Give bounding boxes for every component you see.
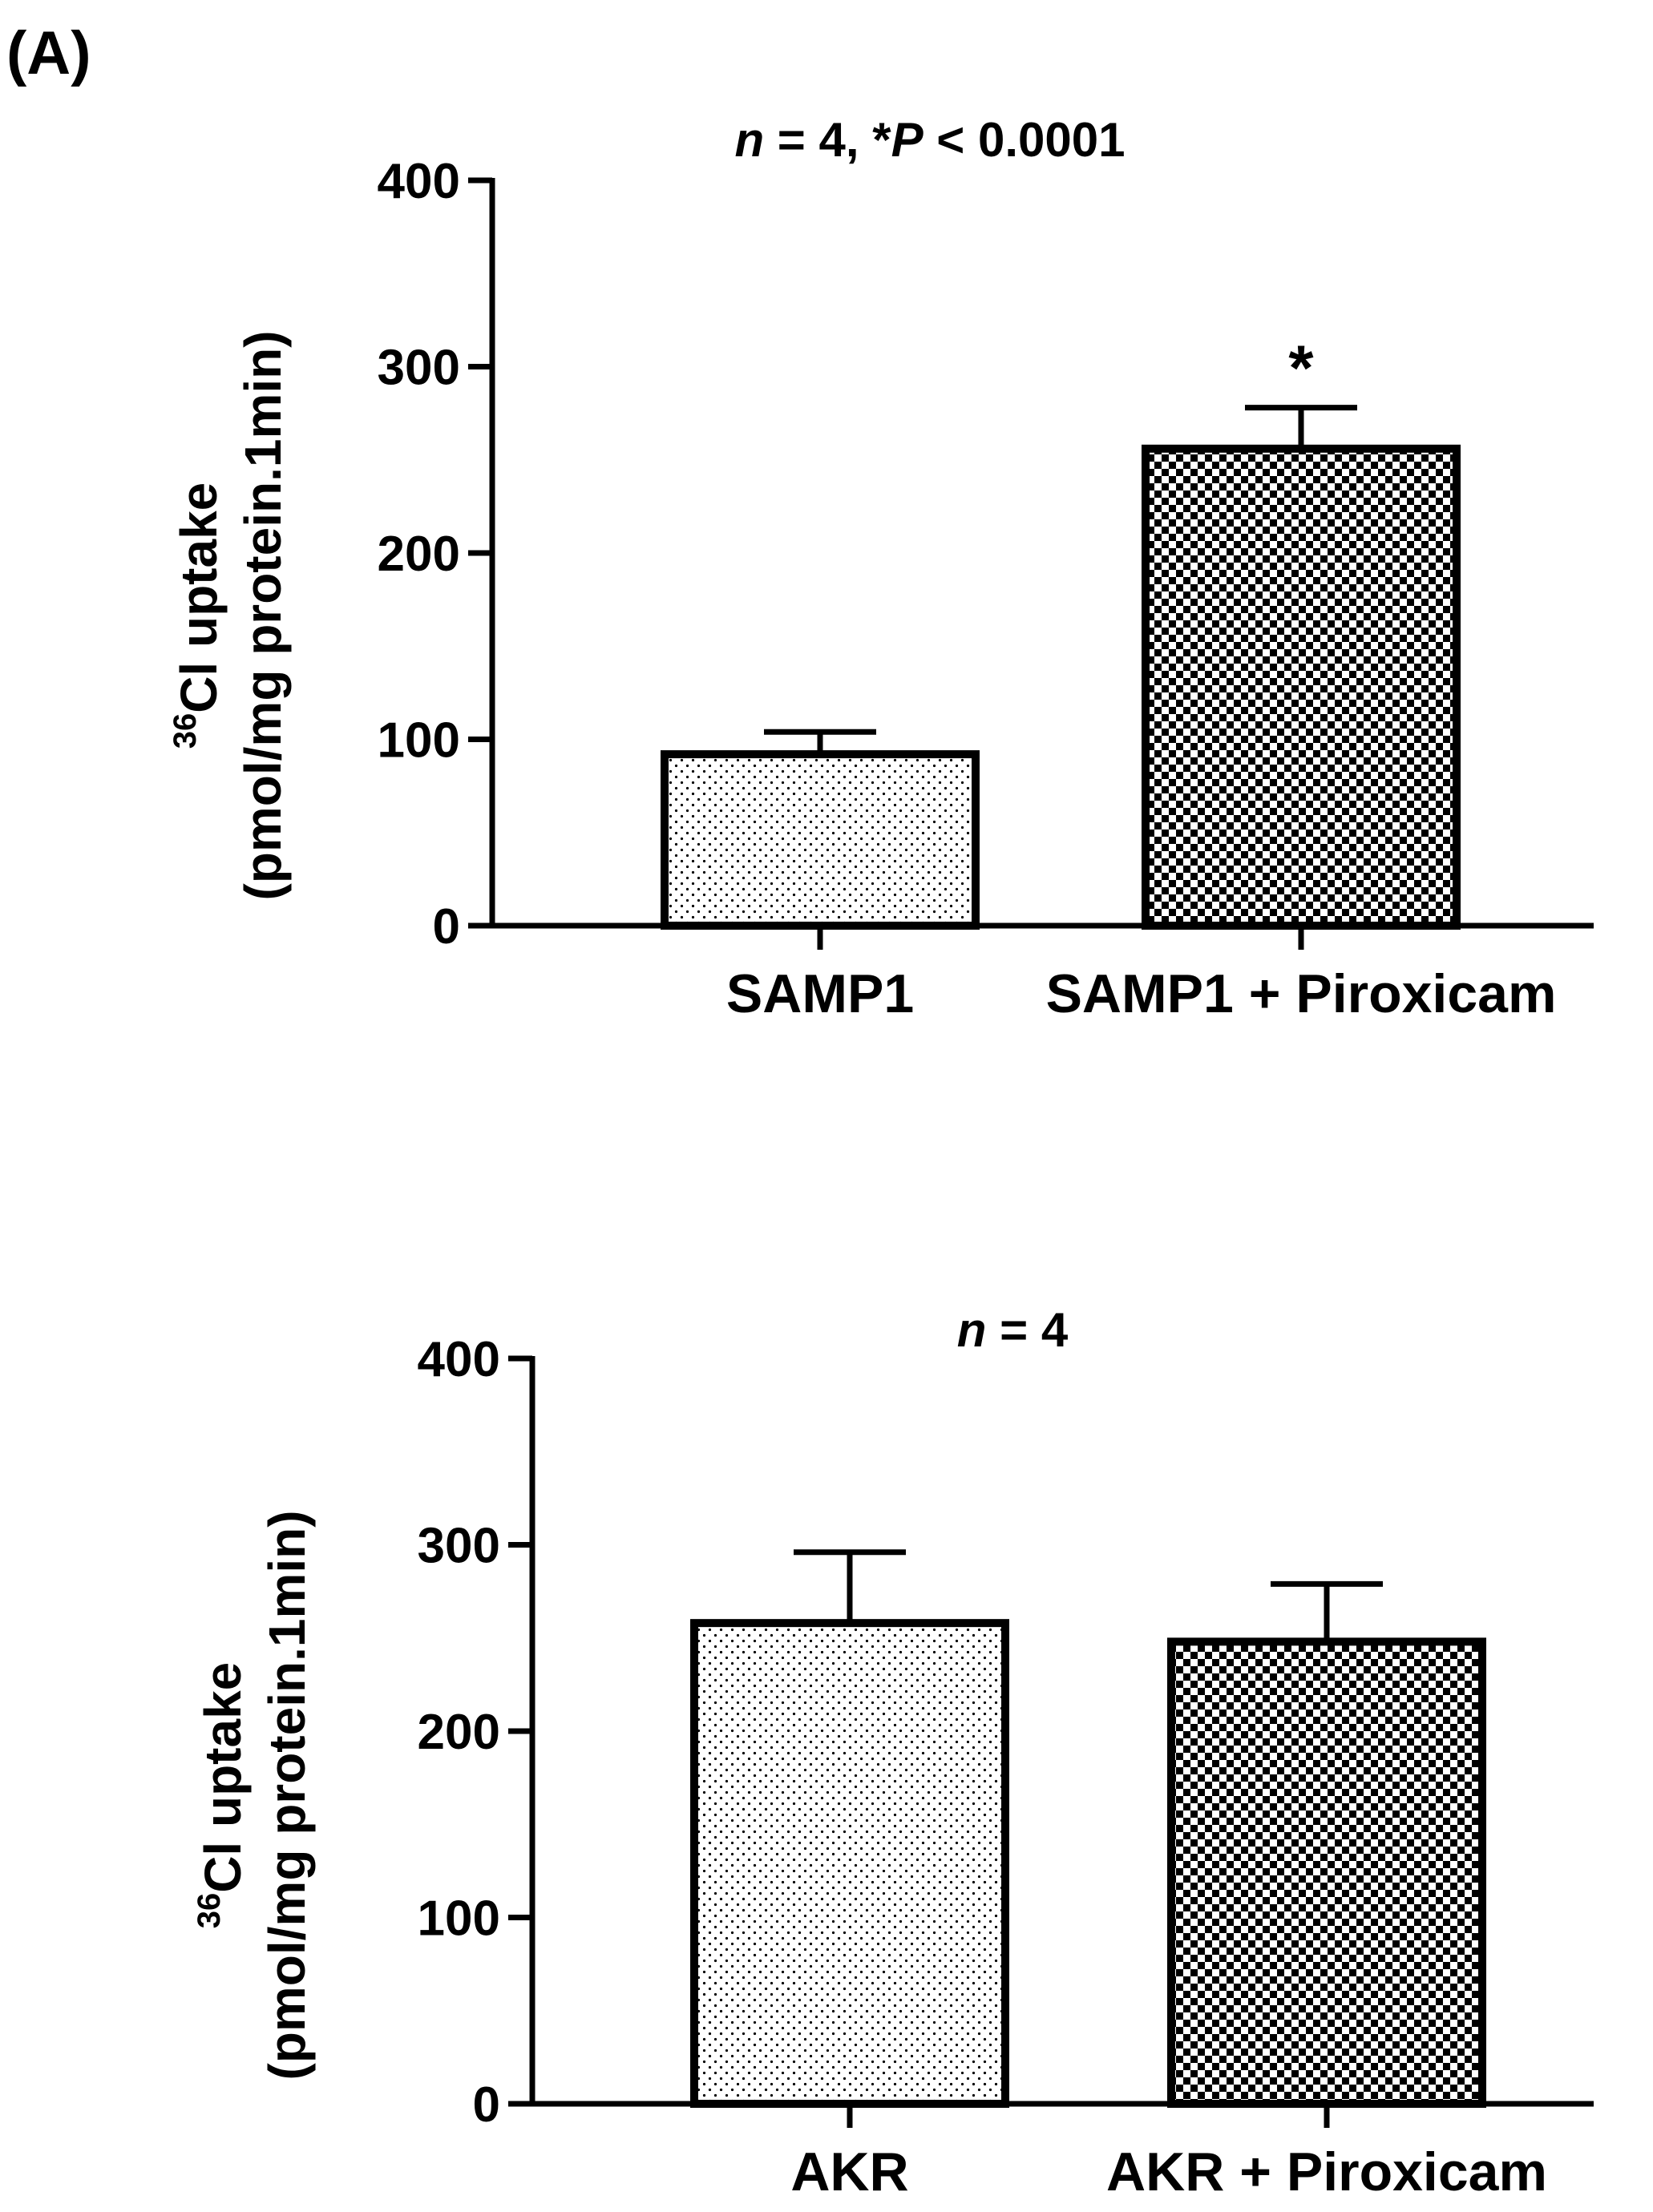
bar: [661, 750, 980, 930]
significance-marker: *: [1288, 333, 1314, 404]
chart-title: n = 4: [957, 1303, 1069, 1357]
y-label-superscript: 36: [168, 713, 203, 749]
y-tick-label: 0: [473, 2077, 500, 2133]
plot-area-2: 0 100 200 300 400 AKR AKR + Piroxicam: [418, 1332, 1594, 2202]
panel-label: (A): [6, 19, 91, 87]
y-label-superscript: 36: [192, 1893, 227, 1929]
chart-samp1: n = 4, *P < 0.0001 36Cl uptake (pmol/mg …: [168, 113, 1594, 1024]
y-tick-label: 100: [378, 713, 460, 769]
chart-akr: n = 4 36Cl uptake (pmol/mg protein.1min)…: [192, 1303, 1594, 2202]
svg-text:36Cl uptake: 36Cl uptake: [168, 482, 228, 749]
plot-area-1: * 0 100 200 300 400 SAMP1 SAMP1 + Piroxicam: [378, 154, 1594, 1024]
x-tick-label: AKR + Piroxicam: [1106, 2141, 1547, 2202]
title-p-rest: < 0.0001: [923, 113, 1126, 167]
x-tick-label: SAMP1: [726, 963, 914, 1024]
y-tick-label: 200: [378, 527, 460, 582]
title-n-rest: = 4: [986, 1303, 1068, 1357]
y-tick-label: 100: [418, 1891, 500, 1947]
title-n-rest: = 4, *: [764, 113, 891, 167]
y-label-line2: (pmol/mg protein.1min): [258, 1510, 316, 2080]
bar: [690, 1619, 1009, 2108]
x-tick-label: SAMP1 + Piroxicam: [1046, 963, 1557, 1024]
svg-text:36Cl uptake: 36Cl uptake: [192, 1662, 252, 1929]
y-label-line2: (pmol/mg protein.1min): [234, 330, 292, 900]
y-tick-label: 400: [378, 154, 460, 209]
chart-title: n = 4, *P < 0.0001: [734, 113, 1125, 167]
title-n: n: [957, 1303, 987, 1357]
title-n: n: [734, 113, 764, 167]
y-label-line1: Cl uptake: [194, 1662, 252, 1893]
y-tick-label: 200: [418, 1705, 500, 1760]
y-axis-label: 36Cl uptake (pmol/mg protein.1min): [168, 330, 292, 900]
bar: [1167, 1637, 1486, 2108]
y-label-line1: Cl uptake: [170, 482, 228, 713]
x-tick-label: AKR: [790, 2141, 908, 2202]
y-tick-label: 300: [418, 1519, 500, 1574]
y-tick-label: 300: [378, 341, 460, 396]
bar: [1142, 444, 1461, 930]
y-tick-label: 0: [433, 899, 460, 955]
y-tick-label: 400: [418, 1332, 500, 1387]
y-axis-label: 36Cl uptake (pmol/mg protein.1min): [192, 1510, 316, 2080]
title-p: P: [891, 113, 924, 167]
